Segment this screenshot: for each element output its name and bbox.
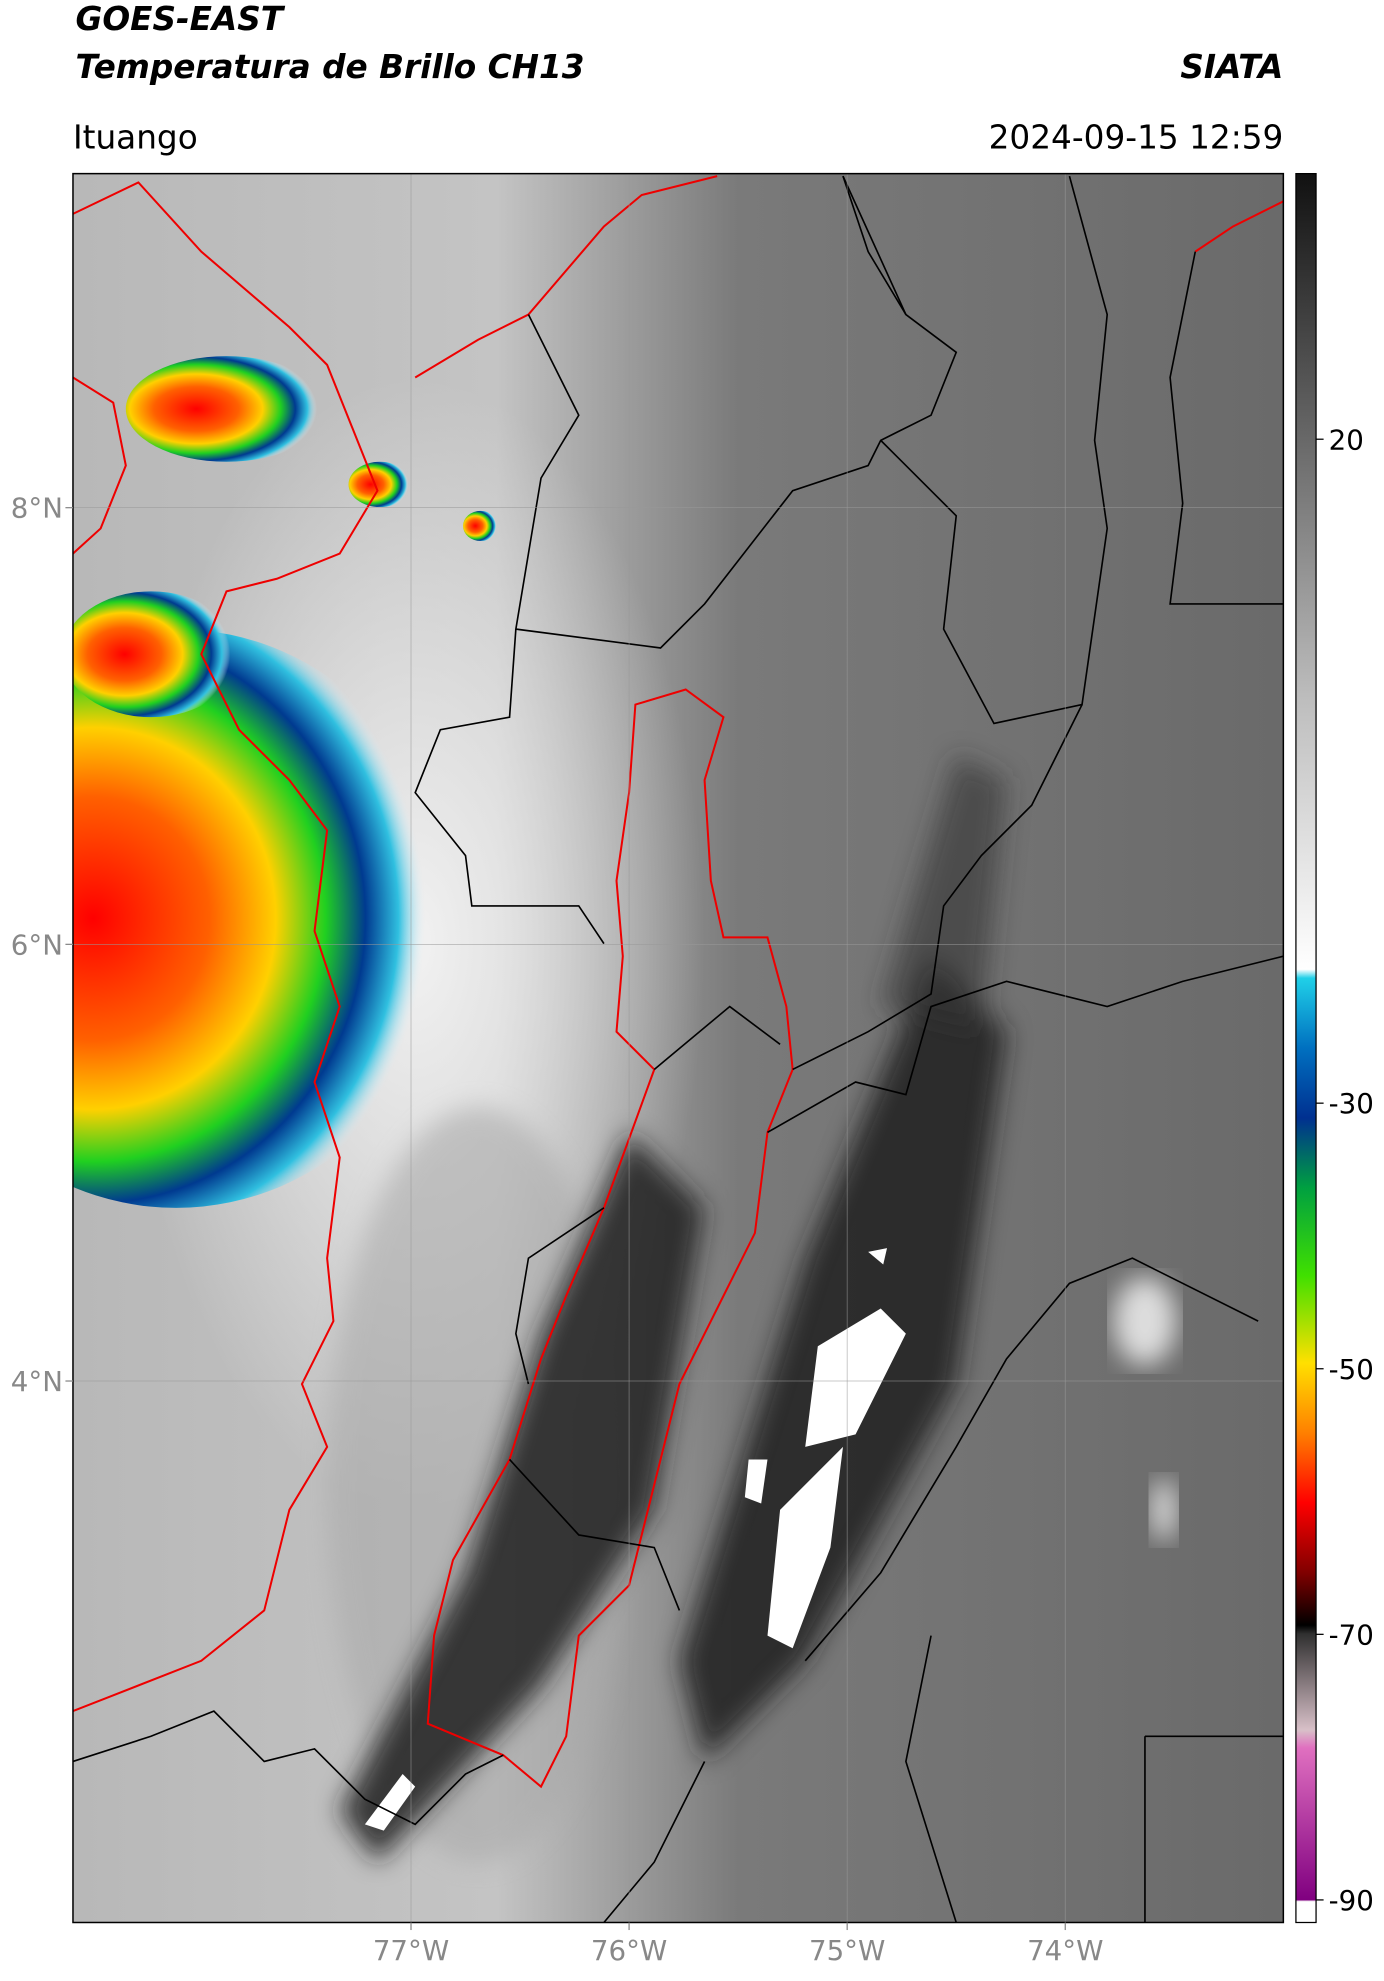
product: Temperatura de Brillo CH13 <box>75 48 584 86</box>
lat-label: 6°N <box>11 928 63 961</box>
labels: 8°N 6°N 4°N 77°W 76°W 75°W 74°W 20 -30 -50 -70 -90 <box>11 423 1374 1967</box>
colorbar-label: -30 <box>1329 1087 1374 1120</box>
graticule <box>72 173 1284 1923</box>
lat-label: 8°N <box>11 492 63 525</box>
borders <box>72 175 1284 1923</box>
satellite: GOES-EAST <box>75 0 285 38</box>
lon-label: 77°W <box>373 1934 449 1967</box>
cloud <box>1113 1277 1177 1366</box>
colorbar-label: -90 <box>1329 1884 1374 1917</box>
colorbar <box>1295 172 1317 1924</box>
brand: SIATA <box>1180 48 1283 86</box>
cold-tops <box>364 1248 906 1831</box>
datetime: 2024-09-15 12:59 <box>989 118 1284 156</box>
imagery <box>72 173 1284 1923</box>
storms <box>72 356 499 1208</box>
map-frame <box>72 172 1285 1924</box>
colorbar-label: -50 <box>1329 1353 1374 1386</box>
lat-label: 4°N <box>11 1365 63 1398</box>
haze <box>327 1107 630 1863</box>
region: Ituango <box>73 118 198 156</box>
colorbar-label: 20 <box>1329 423 1364 456</box>
coastline <box>72 175 1284 1789</box>
lon-label: 75°W <box>809 1934 885 1967</box>
lon-label: 76°W <box>591 1934 667 1967</box>
lon-label: 74°W <box>1027 1934 1103 1967</box>
colorbar-label: -70 <box>1329 1618 1374 1651</box>
cloud <box>1151 1478 1177 1542</box>
